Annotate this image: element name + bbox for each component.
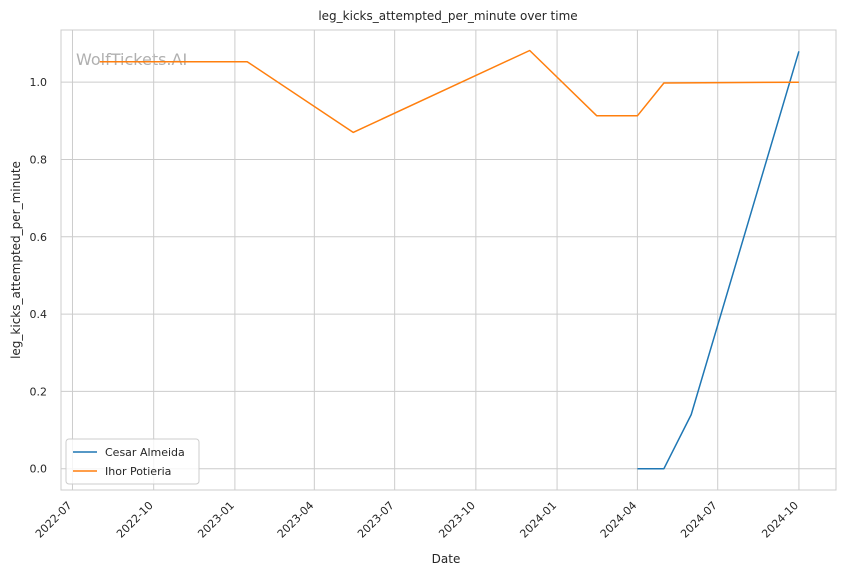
legend-label-ihor-potieria: Ihor Potieria [105,465,171,478]
y-tick-labels: 0.0 0.2 0.4 0.6 0.8 1.0 [30,76,48,476]
y-tick-label: 0.8 [30,153,48,166]
x-axis-label: Date [432,552,461,566]
series-line-ihor-potieria [99,49,799,134]
y-axis-label: leg_kicks_attempted_per_minute [9,161,23,359]
y-tick-label: 0.0 [30,463,48,476]
watermark: WolfTickets.AI [76,50,187,69]
y-tick-label: 0.6 [30,231,48,244]
y-tick-label: 0.4 [30,308,48,321]
chart-title: leg_kicks_attempted_per_minute over time [318,9,577,23]
series-line-cesar-almeida [637,51,800,470]
legend-label-cesar-almeida: Cesar Almeida [105,446,185,459]
legend: Cesar Almeida Ihor Potieria [65,438,200,485]
grid-lines [61,30,836,490]
series-group [99,49,800,470]
y-tick-label: 1.0 [30,76,48,89]
plot-area-frame [60,29,837,491]
legend-box [65,438,200,485]
y-tick-label: 0.2 [30,385,48,398]
